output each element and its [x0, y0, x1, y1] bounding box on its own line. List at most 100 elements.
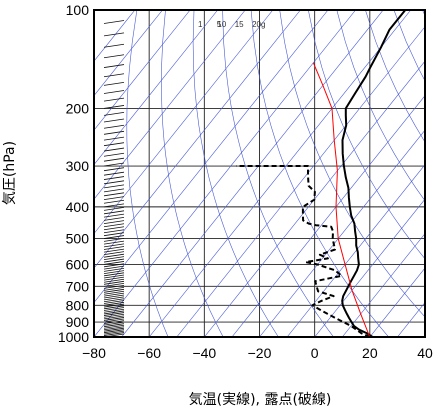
- y-axis-label: 気圧(hPa): [2, 141, 18, 205]
- isotherm-line: [314, 198, 425, 337]
- dry-adiabat-line: [279, 10, 425, 318]
- wind-barb: [103, 73, 125, 78]
- wind-barb: [103, 280, 125, 285]
- dry-adiabat-line: [336, 10, 425, 202]
- y-tick-label-300: 300: [66, 158, 90, 174]
- wind-barb: [103, 54, 125, 59]
- dry-adiabat-line: [308, 10, 425, 260]
- dry-adiabat-line: [365, 10, 425, 143]
- wind-barb: [103, 329, 125, 334]
- wind-barb: [103, 246, 125, 250]
- wind-barb: [103, 217, 125, 221]
- mixing-ratio-label: 20g: [252, 20, 265, 29]
- wind-barb: [103, 142, 125, 147]
- isotherm-line: [94, 10, 301, 269]
- wind-barb: [103, 286, 125, 291]
- wind-barb: [103, 263, 125, 268]
- wind-barb: [103, 124, 125, 129]
- wind-barb: [103, 301, 125, 306]
- isotherm-line: [342, 233, 425, 337]
- wind-barb: [103, 171, 125, 176]
- wind-barb: [103, 330, 125, 335]
- isotherm-line: [204, 60, 425, 337]
- wind-barb: [103, 282, 125, 287]
- series-line-2: [312, 62, 371, 337]
- y-tick-label-600: 600: [66, 256, 90, 272]
- y-tick-label-1000: 1000: [58, 329, 89, 345]
- tick-layer: 1 510 15 20g1002003004005006007008009001000…: [58, 2, 433, 361]
- wind-barb: [103, 220, 125, 224]
- wind-barb: [103, 111, 125, 116]
- series-line-1: [236, 165, 371, 337]
- plot-frame: [93, 9, 426, 338]
- wind-barb: [103, 162, 125, 167]
- wind-barb: [103, 223, 125, 228]
- wind-barb: [103, 232, 125, 237]
- wind-barb: [103, 312, 125, 316]
- wind-barb: [103, 324, 125, 329]
- wind-barb: [103, 180, 125, 185]
- x-tick-label--60: −60: [137, 345, 161, 361]
- wind-barb: [103, 327, 125, 332]
- wind-barb: [103, 147, 125, 152]
- wind-barb: [103, 276, 125, 281]
- wind-barb: [103, 292, 125, 297]
- mixing-ratio-label: 1: [198, 20, 203, 29]
- wind-barb: [103, 296, 125, 301]
- isotherm-line: [94, 10, 163, 97]
- wind-barb: [103, 32, 125, 37]
- wind-barb: [103, 315, 125, 320]
- isotherm-line: [94, 10, 329, 304]
- wind-barb: [103, 184, 125, 189]
- x-tick-label-40: 40: [417, 345, 433, 361]
- wind-barb: [103, 248, 125, 253]
- isotherm-line: [231, 95, 425, 337]
- wind-barb: [103, 203, 125, 208]
- isotherm-line: [286, 164, 425, 337]
- y-tick-label-800: 800: [66, 297, 90, 313]
- wind-barb: [103, 303, 125, 308]
- wind-barb: [103, 90, 125, 94]
- wind-barb: [103, 152, 125, 157]
- wind-barb: [103, 176, 125, 180]
- wind-barb: [103, 318, 125, 323]
- guide-layer: [94, 10, 425, 337]
- isotherm-line: [94, 10, 218, 166]
- wind-barb: [103, 284, 125, 289]
- wind-barb: [103, 267, 125, 272]
- wind-barb: [103, 210, 125, 215]
- dry-adiabat-line: [192, 10, 279, 337]
- wind-barb: [103, 196, 125, 200]
- x-tick-label--80: −80: [82, 345, 106, 361]
- wind-barb: [103, 326, 125, 331]
- wind-barb: [103, 43, 125, 48]
- wind-barb: [103, 188, 125, 193]
- wind-barb: [103, 265, 125, 270]
- wind-barb: [103, 323, 125, 328]
- isotherm-line: [148, 10, 412, 337]
- isotherm-line: [94, 10, 191, 131]
- dry-adiabat-line: [161, 10, 224, 337]
- wind-barb: [103, 20, 125, 24]
- wind-barb: [103, 192, 125, 197]
- wind-barb: [103, 229, 125, 234]
- x-tick-label--20: −20: [248, 345, 272, 361]
- mixing-ratio-label: 15: [235, 20, 244, 29]
- wind-barb: [103, 274, 125, 279]
- wind-barb: [103, 261, 125, 265]
- wind-barb: [103, 240, 125, 245]
- isotherm-line: [121, 10, 384, 337]
- x-tick-label-0: 0: [311, 345, 319, 361]
- mixing-ratio-label: 5: [217, 20, 222, 29]
- wind-barb: [103, 270, 125, 275]
- y-tick-label-900: 900: [66, 314, 90, 330]
- isotherm-line: [94, 10, 356, 337]
- wind-barb: [103, 243, 125, 248]
- wind-barb: [103, 320, 125, 325]
- wind-barb: [103, 317, 125, 321]
- wind-barb: [103, 206, 125, 211]
- wind-barb: [103, 199, 125, 204]
- wind-barb: [103, 272, 125, 277]
- series-line-0: [341, 10, 407, 337]
- dry-adiabat-line: [126, 10, 169, 337]
